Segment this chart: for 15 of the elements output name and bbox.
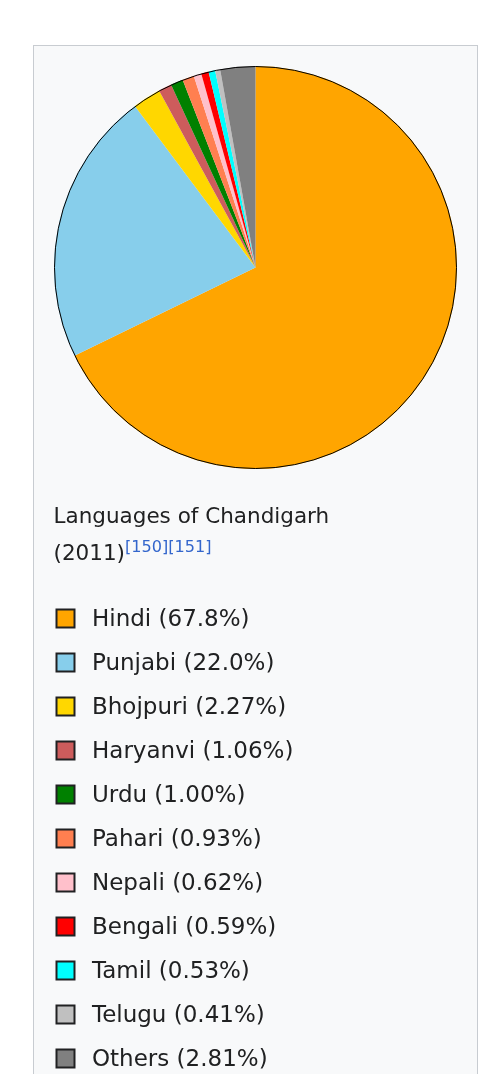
legend-label: Hindi (67.8%): [91, 604, 250, 631]
legend-label: Others (2.81%): [91, 1044, 268, 1071]
legend-label: Nepali (0.62%): [91, 868, 263, 895]
legend-label: Telugu (0.41%): [90, 1000, 265, 1027]
legend-label: Haryanvi (1.06%): [91, 736, 293, 763]
pie-slice: [134, 90, 255, 268]
legend-label: Pahari (0.93%): [91, 824, 262, 851]
text: Languages of Chandigarh (2011)$^{[150][151]}$: [53, 502, 331, 567]
pie-slice: [182, 75, 255, 268]
legend-label: Tamil (0.53%): [90, 956, 250, 983]
pie-slice: [53, 106, 255, 356]
legend-label: Punjabi (22.0%): [91, 648, 274, 675]
legend-label: Bhojpuri (2.27%): [91, 692, 286, 719]
legend-label: Urdu (1.00%): [91, 780, 245, 807]
legend-label: Bengali (0.59%): [91, 912, 276, 939]
